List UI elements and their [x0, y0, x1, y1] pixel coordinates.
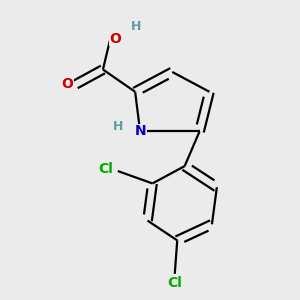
- Text: H: H: [112, 120, 123, 133]
- Text: N: N: [134, 124, 146, 138]
- Text: Cl: Cl: [167, 275, 182, 290]
- Text: H: H: [131, 20, 142, 33]
- Text: O: O: [61, 77, 73, 92]
- Text: O: O: [110, 32, 121, 46]
- Text: Cl: Cl: [98, 162, 113, 176]
